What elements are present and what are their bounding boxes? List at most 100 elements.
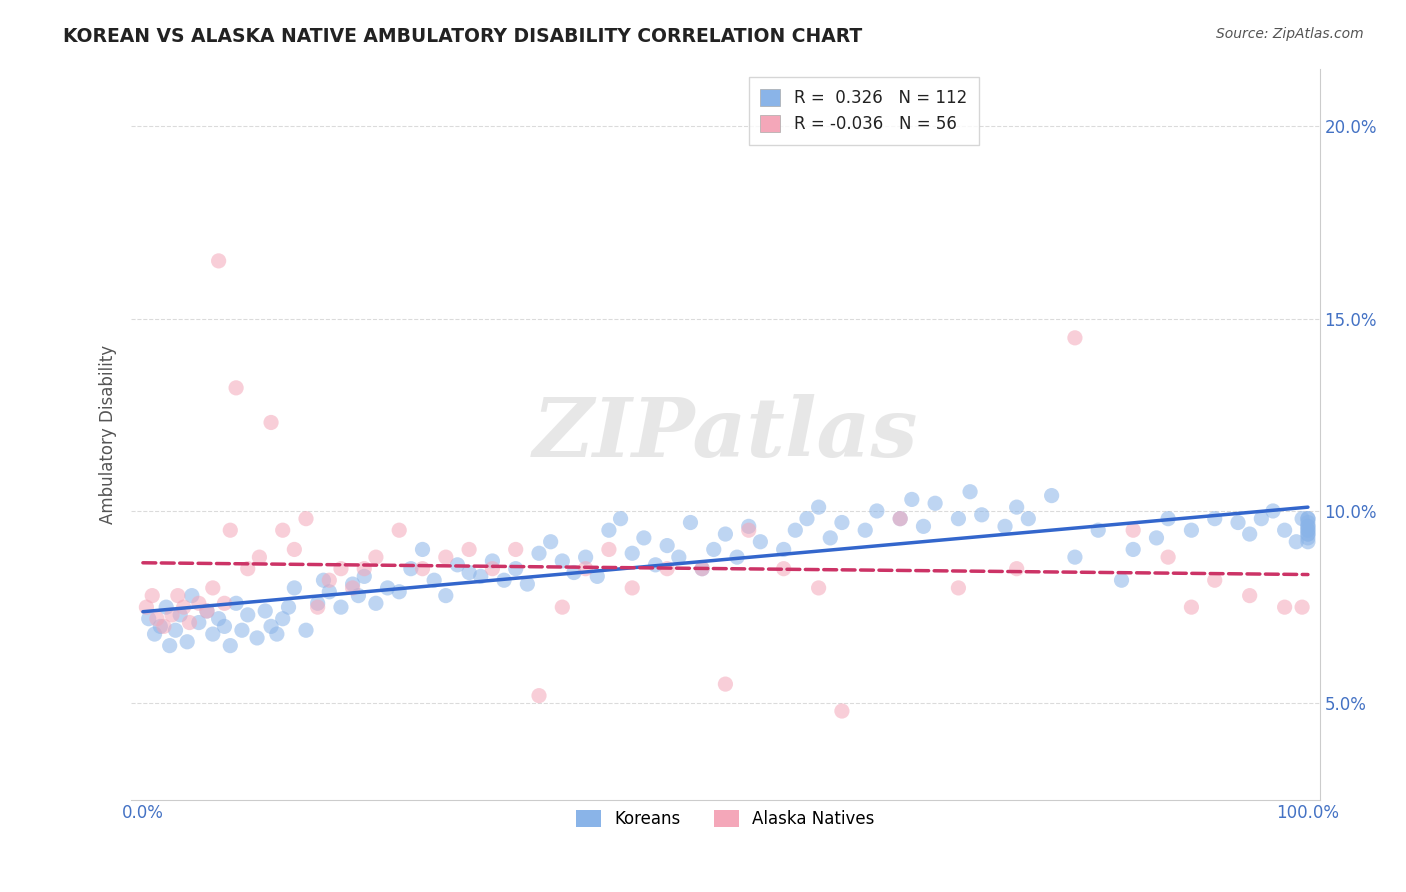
Point	[364, 596, 387, 610]
Point	[1005, 562, 1028, 576]
Point	[1296, 534, 1319, 549]
Point	[295, 511, 318, 525]
Point	[644, 558, 666, 572]
Point	[364, 550, 387, 565]
Point	[307, 600, 329, 615]
Point	[342, 577, 364, 591]
Point	[329, 562, 352, 576]
Point	[1274, 523, 1296, 537]
Point	[1274, 600, 1296, 615]
Point	[207, 253, 229, 268]
Point	[353, 562, 375, 576]
Point	[1296, 519, 1319, 533]
Point	[516, 577, 538, 591]
Point	[1239, 527, 1261, 541]
Point	[1005, 500, 1028, 515]
Point	[225, 596, 247, 610]
Point	[901, 492, 924, 507]
Point	[1296, 527, 1319, 541]
Point	[219, 523, 242, 537]
Point	[195, 604, 218, 618]
Point	[283, 581, 305, 595]
Text: KOREAN VS ALASKA NATIVE AMBULATORY DISABILITY CORRELATION CHART: KOREAN VS ALASKA NATIVE AMBULATORY DISAB…	[63, 27, 862, 45]
Point	[657, 539, 679, 553]
Point	[1296, 511, 1319, 525]
Point	[225, 381, 247, 395]
Point	[458, 566, 481, 580]
Point	[1296, 519, 1319, 533]
Text: ZIPatlas: ZIPatlas	[533, 394, 918, 474]
Point	[236, 607, 259, 622]
Point	[458, 542, 481, 557]
Point	[271, 612, 294, 626]
Point	[481, 562, 503, 576]
Point	[1157, 550, 1180, 565]
Point	[562, 566, 585, 580]
Point	[703, 542, 725, 557]
Point	[1296, 531, 1319, 545]
Point	[1291, 511, 1313, 525]
Point	[318, 573, 340, 587]
Point	[434, 550, 457, 565]
Point	[201, 627, 224, 641]
Text: Source: ZipAtlas.com: Source: ZipAtlas.com	[1216, 27, 1364, 41]
Point	[948, 581, 970, 595]
Point	[329, 600, 352, 615]
Point	[575, 562, 598, 576]
Point	[540, 534, 562, 549]
Point	[149, 619, 172, 633]
Point	[807, 500, 830, 515]
Point	[434, 589, 457, 603]
Point	[657, 562, 679, 576]
Point	[924, 496, 946, 510]
Point	[1296, 523, 1319, 537]
Point	[1227, 516, 1250, 530]
Point	[266, 627, 288, 641]
Point	[271, 523, 294, 537]
Point	[551, 554, 574, 568]
Legend: Koreans, Alaska Natives: Koreans, Alaska Natives	[569, 804, 882, 835]
Point	[970, 508, 993, 522]
Point	[598, 523, 620, 537]
Point	[155, 600, 177, 615]
Point	[347, 589, 370, 603]
Point	[772, 562, 794, 576]
Point	[738, 519, 761, 533]
Point	[1180, 600, 1202, 615]
Point	[853, 523, 876, 537]
Point	[621, 581, 644, 595]
Point	[714, 527, 737, 541]
Point	[399, 562, 422, 576]
Point	[260, 416, 283, 430]
Point	[1017, 511, 1039, 525]
Point	[138, 612, 160, 626]
Point	[277, 600, 299, 615]
Point	[470, 569, 492, 583]
Point	[283, 542, 305, 557]
Point	[214, 619, 236, 633]
Point	[785, 523, 807, 537]
Point	[1111, 573, 1133, 587]
Point	[423, 573, 446, 587]
Point	[1087, 523, 1109, 537]
Point	[307, 596, 329, 610]
Point	[312, 573, 335, 587]
Point	[494, 573, 516, 587]
Point	[609, 511, 631, 525]
Point	[1204, 573, 1226, 587]
Point	[831, 704, 853, 718]
Point	[159, 639, 181, 653]
Point	[481, 554, 503, 568]
Point	[690, 562, 713, 576]
Point	[668, 550, 690, 565]
Point	[165, 624, 187, 638]
Point	[738, 523, 761, 537]
Point	[889, 511, 911, 525]
Point	[1122, 542, 1144, 557]
Point	[353, 569, 375, 583]
Point	[160, 607, 183, 622]
Point	[169, 607, 191, 622]
Point	[260, 619, 283, 633]
Point	[1296, 516, 1319, 530]
Point	[1296, 527, 1319, 541]
